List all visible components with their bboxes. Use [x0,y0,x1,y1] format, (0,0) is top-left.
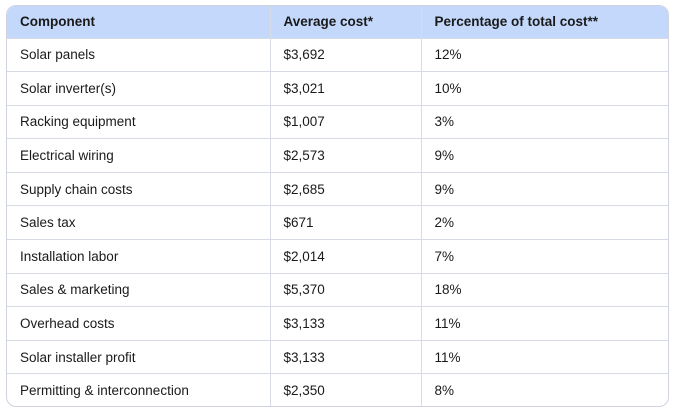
header-percentage: Percentage of total cost** [434,14,599,30]
table-row: Racking equipment $1,007 3% [7,105,668,139]
cost-table-container: Component Average cost* Percentage of to… [6,5,669,407]
header-average-cost: Average cost* [270,6,422,38]
table-row: Supply chain costs $2,685 9% [7,172,668,206]
table-row: Installation labor $2,014 7% [7,239,668,274]
cell-percentage: 3% [434,114,455,130]
cell-average-cost: $671 [270,205,422,240]
cell-average-cost: $3,133 [270,340,422,374]
cell-percentage: 11% [434,349,461,365]
table-row: Permitting & interconnection $2,350 8% [7,373,668,406]
cell-component: Sales tax [7,205,271,240]
cell-component: Sales & marketing [7,273,271,307]
cell-percentage: 8% [434,383,455,399]
cell-component: Electrical wiring [7,138,271,173]
table-row: Solar inverter(s) $3,021 10% [7,71,668,106]
table-row: Sales & marketing $5,370 18% [7,273,668,307]
cell-percentage: 9% [434,148,455,164]
table-row: Solar panels $3,692 12% [7,38,668,72]
cell-average-cost: $2,573 [270,138,422,173]
cell-percentage: 10% [434,80,462,96]
table-row: Solar installer profit $3,133 11% [7,340,668,374]
cell-component: Supply chain costs [7,172,271,206]
cell-percentage: 12% [434,47,462,63]
cell-component: Solar inverter(s) [7,71,271,106]
cost-table: Component Average cost* Percentage of to… [7,6,668,406]
cell-average-cost: $1,007 [270,105,422,139]
cell-component: Solar installer profit [7,340,271,374]
cell-average-cost: $2,014 [270,239,422,274]
cell-average-cost: $3,692 [270,38,422,72]
cell-average-cost: $2,350 [270,373,422,406]
cell-percentage: 9% [434,181,455,197]
table-row: Electrical wiring $2,573 9% [7,138,668,173]
cell-component: Installation labor [7,239,271,274]
cell-percentage: 11% [434,316,461,332]
cell-average-cost: $2,685 [270,172,422,206]
cell-component: Solar panels [7,38,271,72]
cell-average-cost: $3,133 [270,306,422,341]
cell-component: Overhead costs [7,306,271,341]
table-row: Sales tax $671 2% [7,205,668,240]
cell-percentage: 18% [434,282,462,298]
cell-component: Permitting & interconnection [7,373,271,406]
cell-percentage: 2% [434,215,455,231]
table-row: Overhead costs $3,133 11% [7,306,668,341]
cell-percentage: 7% [434,248,455,264]
table-header-row: Component Average cost* Percentage of to… [7,6,668,38]
header-component: Component [7,6,271,38]
cell-component: Racking equipment [7,105,271,139]
cell-average-cost: $3,021 [270,71,422,106]
cell-average-cost: $5,370 [270,273,422,307]
